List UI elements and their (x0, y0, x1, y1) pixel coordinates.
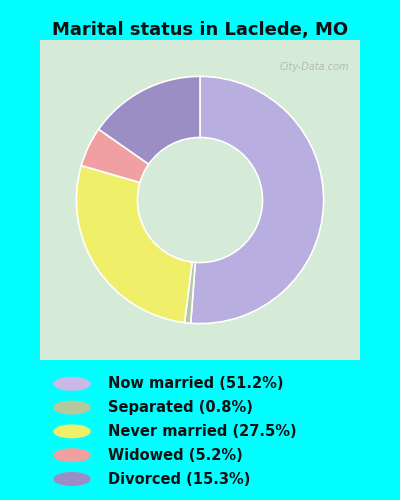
Text: Divorced (15.3%): Divorced (15.3%) (108, 472, 250, 486)
Circle shape (54, 402, 90, 414)
Text: Now married (51.2%): Now married (51.2%) (108, 376, 284, 392)
Wedge shape (191, 76, 324, 324)
Text: Never married (27.5%): Never married (27.5%) (108, 424, 297, 439)
Wedge shape (99, 76, 200, 164)
Circle shape (54, 378, 90, 390)
Circle shape (54, 472, 90, 486)
Text: Separated (0.8%): Separated (0.8%) (108, 400, 253, 415)
Wedge shape (81, 129, 149, 182)
Text: City-Data.com: City-Data.com (280, 62, 350, 72)
Circle shape (54, 425, 90, 438)
Text: Widowed (5.2%): Widowed (5.2%) (108, 448, 243, 462)
FancyBboxPatch shape (40, 40, 360, 360)
Wedge shape (76, 166, 192, 322)
Wedge shape (184, 262, 195, 324)
Circle shape (54, 449, 90, 462)
Text: Marital status in Laclede, MO: Marital status in Laclede, MO (52, 21, 348, 39)
